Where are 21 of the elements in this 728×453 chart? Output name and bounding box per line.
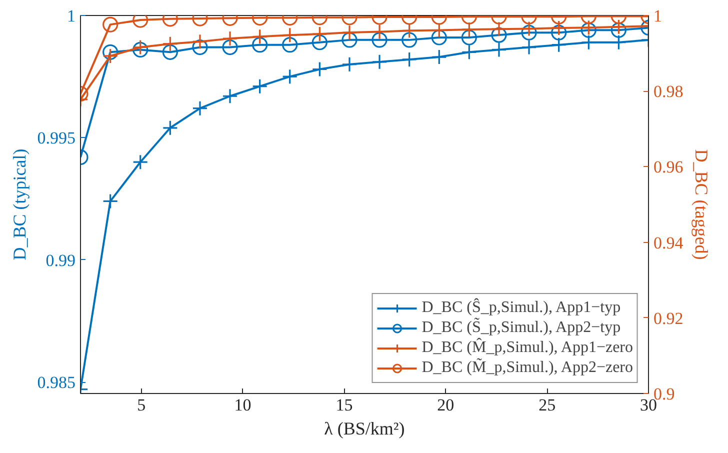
y-tick-label: 1 bbox=[67, 6, 76, 26]
y-tick-label: 0.99 bbox=[46, 250, 76, 270]
y2-tick-label: 1 bbox=[654, 6, 662, 26]
x-tick-label: 15 bbox=[336, 396, 353, 414]
y2-tick-label: 0.94 bbox=[654, 233, 684, 252]
y2-tick-label: 0.98 bbox=[654, 82, 684, 102]
y-tick-label: 0.995 bbox=[37, 128, 76, 148]
legend-label: D_BC (Ŝ_p,Simul.), App1−typ bbox=[422, 299, 621, 317]
legend-label: D_BC (M̃_p,Simul.), App2−zero bbox=[422, 359, 633, 377]
legend-label: D_BC (S̃_p,Simul.), App2−typ bbox=[422, 319, 621, 337]
y-tick-label: 0.985 bbox=[37, 373, 76, 392]
legend-label: D_BC (M̂_p,Simul.), App1−zero bbox=[422, 339, 633, 357]
x-axis-title: λ (BS/km²) bbox=[324, 418, 405, 438]
y2-tick-label: 0.96 bbox=[654, 158, 684, 177]
y2-tick-label: 0.92 bbox=[654, 308, 684, 328]
x-tick-label: 5 bbox=[137, 396, 146, 414]
x-tick-label: 25 bbox=[538, 396, 556, 414]
y2-axis-title: D_BC (tagged) bbox=[691, 149, 712, 260]
x-tick-label: 20 bbox=[437, 396, 454, 414]
y-axis-title: D_BC (typical) bbox=[9, 148, 30, 260]
x-tick-label: 10 bbox=[234, 396, 252, 414]
